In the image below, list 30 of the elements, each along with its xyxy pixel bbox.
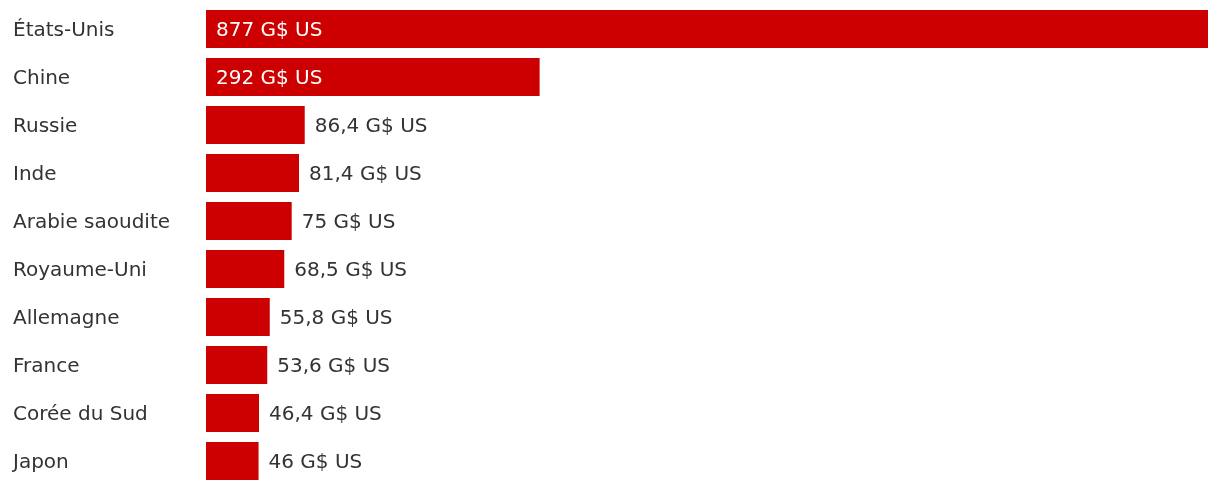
bar	[206, 58, 540, 96]
y-tick-label: Chine	[13, 65, 71, 89]
y-tick-label: Japon	[11, 449, 69, 473]
bar	[206, 10, 1208, 48]
y-tick-label: Royaume-Uni	[13, 257, 147, 281]
y-tick-label: Inde	[13, 161, 57, 185]
bar	[206, 346, 268, 384]
bar	[206, 298, 270, 336]
bar	[206, 106, 305, 144]
y-tick-label: Corée du Sud	[13, 401, 148, 425]
data-label: 292 G$ US	[216, 65, 323, 89]
y-tick-label: Allemagne	[13, 305, 120, 329]
data-label: 55,8 G$ US	[279, 305, 393, 329]
bar	[206, 442, 259, 480]
bar	[206, 202, 292, 240]
data-label: 46 G$ US	[268, 449, 363, 473]
y-tick-label: France	[13, 353, 80, 377]
bar	[206, 250, 285, 288]
data-label: 877 G$ US	[216, 17, 323, 41]
data-label: 75 G$ US	[301, 209, 396, 233]
data-label: 86,4 G$ US	[314, 113, 428, 137]
data-label: 68,5 G$ US	[294, 257, 408, 281]
y-tick-label: Russie	[13, 113, 78, 137]
bar	[206, 394, 260, 432]
y-tick-label: Arabie saoudite	[13, 209, 171, 233]
data-label: 81,4 G$ US	[309, 161, 422, 185]
data-label: 46,4 G$ US	[269, 401, 382, 425]
bar	[206, 154, 299, 192]
y-tick-label: États-Unis	[13, 17, 115, 41]
data-label: 53,6 G$ US	[277, 353, 391, 377]
